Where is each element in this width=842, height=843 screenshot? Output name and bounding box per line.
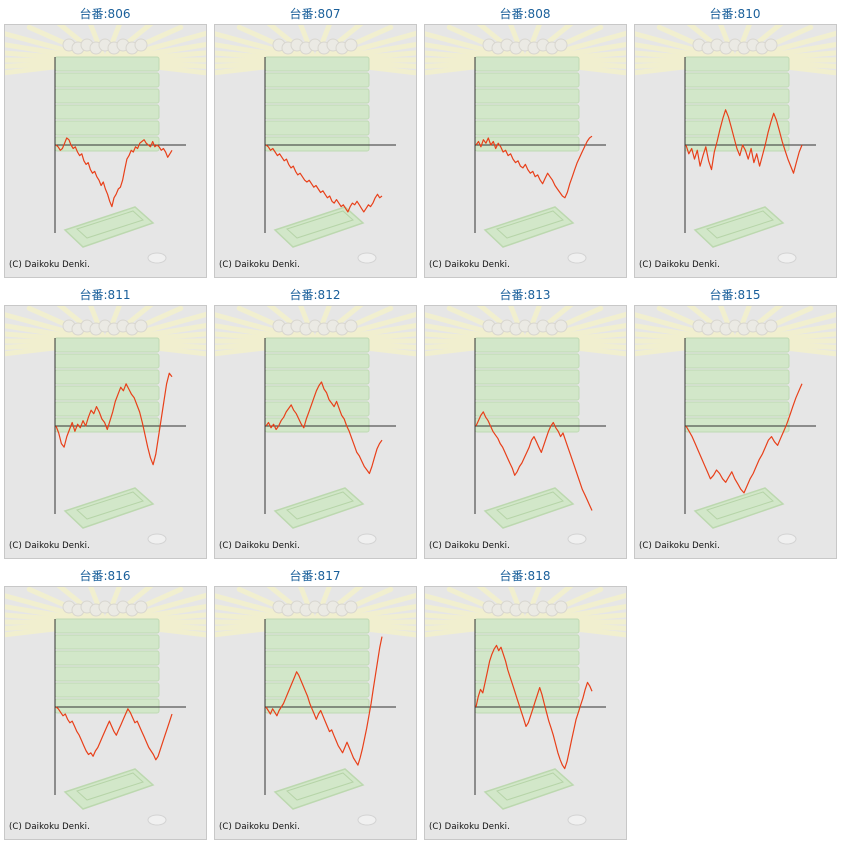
chart-cell: 台番:813 (C) Daikoku Denki. [420, 281, 630, 561]
unit-number-link[interactable]: 台番:807 [289, 7, 341, 21]
chart-svg [215, 306, 416, 545]
data-line [265, 381, 383, 475]
copyright-text: (C) Daikoku Denki. [9, 260, 90, 270]
chart-image-frame: (C) Daikoku Denki. [634, 24, 837, 278]
unit-number-link[interactable]: 台番:813 [499, 288, 551, 302]
copyright-text: (C) Daikoku Denki. [639, 541, 720, 551]
chart-svg [215, 25, 416, 264]
pachinko-machine-watermark-icon [215, 306, 416, 545]
chart-image-frame: (C) Daikoku Denki. [424, 24, 627, 278]
chart-image-frame: (C) Daikoku Denki. [424, 586, 627, 840]
data-line [265, 144, 383, 213]
pachinko-machine-watermark-icon [5, 587, 206, 826]
unit-number-link[interactable]: 台番:806 [79, 7, 131, 21]
unit-number-link[interactable]: 台番:816 [79, 569, 131, 583]
copyright-text: (C) Daikoku Denki. [219, 541, 300, 551]
unit-number-link[interactable]: 台番:811 [79, 288, 131, 302]
unit-number-link[interactable]: 台番:812 [289, 288, 341, 302]
chart-svg [635, 306, 836, 545]
chart-image-frame: (C) Daikoku Denki. [424, 305, 627, 559]
chart-image-frame: (C) Daikoku Denki. [4, 586, 207, 840]
pachinko-machine-watermark-icon [635, 25, 836, 264]
data-line [685, 383, 803, 494]
copyright-text: (C) Daikoku Denki. [219, 822, 300, 832]
chart-svg [635, 25, 836, 264]
copyright-text: (C) Daikoku Denki. [9, 541, 90, 551]
chart-image-frame: (C) Daikoku Denki. [214, 24, 417, 278]
chart-svg [215, 587, 416, 826]
chart-cell: 台番:806 (C) Daikoku Denki. [0, 0, 210, 280]
data-line [475, 135, 593, 199]
pachinko-machine-watermark-icon [425, 587, 626, 826]
data-line [685, 109, 803, 174]
chart-cell: 台番:807 (C) Daikoku Denki. [210, 0, 420, 280]
chart-svg [425, 587, 626, 826]
pachinko-machine-watermark-icon [5, 25, 206, 264]
chart-svg [5, 306, 206, 545]
copyright-text: (C) Daikoku Denki. [429, 822, 510, 832]
chart-image-frame: (C) Daikoku Denki. [214, 305, 417, 559]
data-line [265, 636, 383, 766]
unit-number-link[interactable]: 台番:808 [499, 7, 551, 21]
unit-number-link[interactable]: 台番:817 [289, 569, 341, 583]
chart-image-frame: (C) Daikoku Denki. [214, 586, 417, 840]
data-line [55, 706, 173, 761]
copyright-text: (C) Daikoku Denki. [429, 541, 510, 551]
data-line [55, 137, 173, 208]
pachinko-machine-watermark-icon [215, 587, 416, 826]
chart-cell: 台番:811 (C) Daikoku Denki. [0, 281, 210, 561]
chart-svg [425, 306, 626, 545]
chart-cell: 台番:815 (C) Daikoku Denki. [630, 281, 840, 561]
unit-number-link[interactable]: 台番:818 [499, 569, 551, 583]
chart-cell: 台番:818 (C) Daikoku Denki. [420, 562, 630, 842]
pachinko-machine-watermark-icon [425, 25, 626, 264]
chart-image-frame: (C) Daikoku Denki. [4, 305, 207, 559]
unit-number-link[interactable]: 台番:810 [709, 7, 761, 21]
pachinko-machine-watermark-icon [635, 306, 836, 545]
chart-cell: 台番:808 (C) Daikoku Denki. [420, 0, 630, 280]
chart-cell: 台番:816 (C) Daikoku Denki. [0, 562, 210, 842]
pachinko-machine-watermark-icon [215, 25, 416, 264]
copyright-text: (C) Daikoku Denki. [429, 260, 510, 270]
copyright-text: (C) Daikoku Denki. [9, 822, 90, 832]
chart-svg [5, 25, 206, 264]
chart-cell: 台番:812 (C) Daikoku Denki. [210, 281, 420, 561]
chart-svg [425, 25, 626, 264]
copyright-text: (C) Daikoku Denki. [639, 260, 720, 270]
chart-svg [5, 587, 206, 826]
chart-image-frame: (C) Daikoku Denki. [634, 305, 837, 559]
unit-number-link[interactable]: 台番:815 [709, 288, 761, 302]
chart-image-frame: (C) Daikoku Denki. [4, 24, 207, 278]
chart-cell: 台番:817 (C) Daikoku Denki. [210, 562, 420, 842]
data-line [475, 411, 593, 511]
copyright-text: (C) Daikoku Denki. [219, 260, 300, 270]
pachinko-machine-watermark-icon [425, 306, 626, 545]
data-line [475, 644, 593, 770]
chart-cell: 台番:810 (C) Daikoku Denki. [630, 0, 840, 280]
data-line [55, 372, 173, 466]
